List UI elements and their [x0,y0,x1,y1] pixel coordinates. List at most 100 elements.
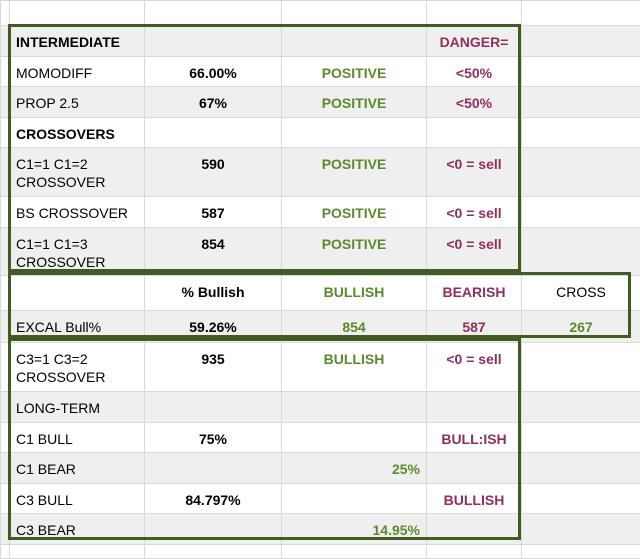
cell-bs-status[interactable]: POSITIVE [281,196,427,228]
cell-c3bear-label[interactable]: C3 BEAR [9,513,145,545]
cell[interactable] [521,543,640,559]
cell-prop25-label[interactable]: PROP 2.5 [9,86,145,118]
cell-c3bull-status[interactable]: BULLISH [426,482,522,515]
cell-longterm-label[interactable]: LONG-TERM [9,391,145,423]
cell-excal-cross[interactable]: 267 [521,309,640,344]
cell-c1bull-status[interactable]: BULL:ISH [426,421,522,454]
cell-c1c3-status[interactable]: POSITIVE [281,226,427,277]
cell[interactable] [144,543,282,559]
cell-crossovers-label[interactable]: CROSSOVERS [9,116,145,149]
cell[interactable] [144,391,282,423]
cell-excal-bull-header[interactable]: BULLISH [281,275,427,311]
cell[interactable] [144,452,282,484]
cell-c1c3-label[interactable]: C1=1 C1=3 CROSSOVER [9,226,145,277]
cell-c1c2-threshold[interactable]: <0 = sell [426,147,522,198]
cell[interactable] [0,86,10,118]
cell[interactable] [426,0,522,27]
cell[interactable] [0,342,10,393]
cell-excal-bear[interactable]: 587 [426,309,522,344]
cell[interactable] [0,147,10,198]
cell-excal-bull[interactable]: 854 [281,309,427,344]
cell[interactable] [0,452,10,484]
cell[interactable] [521,0,640,27]
cell-excal-label[interactable]: EXCAL Bull% [9,309,145,344]
cell[interactable] [9,543,145,559]
cell-c3c2-label[interactable]: C3=1 C3=2 CROSSOVER [9,342,145,393]
cell[interactable] [0,275,10,311]
cell[interactable] [521,147,640,198]
cell-c3c2-threshold[interactable]: <0 = sell [426,342,522,393]
cell-excal-cross-header[interactable]: CROSS [521,275,640,311]
cell[interactable] [521,55,640,88]
cell[interactable] [521,226,640,277]
cell[interactable] [0,421,10,454]
cell[interactable] [281,116,427,149]
cell[interactable] [281,482,427,515]
cell-momodiff-status[interactable]: POSITIVE [281,55,427,88]
cell[interactable] [0,309,10,344]
cell-c3bull-label[interactable]: C3 BULL [9,482,145,515]
cell-c3c2-status[interactable]: BULLISH [281,342,427,393]
cell[interactable] [521,116,640,149]
cell[interactable] [0,543,10,559]
cell[interactable] [426,391,522,423]
cell-prop25-value[interactable]: 67% [144,86,282,118]
cell-momodiff-label[interactable]: MOMODIFF [9,55,145,88]
cell[interactable] [144,513,282,545]
cell[interactable] [0,226,10,277]
cell-c1bear-pct[interactable]: 25% [281,452,427,484]
cell[interactable] [521,452,640,484]
cell[interactable] [281,0,427,27]
cell[interactable] [0,482,10,515]
cell-excal-bear-header[interactable]: BEARISH [426,275,522,311]
cell[interactable] [281,543,427,559]
cell[interactable] [521,391,640,423]
cell[interactable] [426,513,522,545]
cell-momodiff-threshold[interactable]: <50% [426,55,522,88]
cell-c1bull-value[interactable]: 75% [144,421,282,454]
cell-c1c3-threshold[interactable]: <0 = sell [426,226,522,277]
cell[interactable] [281,25,427,57]
cell-c1c3-value[interactable]: 854 [144,226,282,277]
cell-danger-label[interactable]: DANGER= [426,25,522,57]
cell[interactable] [0,116,10,149]
cell[interactable] [0,0,10,27]
cell[interactable] [281,391,427,423]
cell-prop25-threshold[interactable]: <50% [426,86,522,118]
cell-excal-pct-header[interactable]: % Bullish [144,275,282,311]
cell[interactable] [426,543,522,559]
cell-c1bear-label[interactable]: C1 BEAR [9,452,145,484]
cell[interactable] [144,116,282,149]
cell[interactable] [521,421,640,454]
cell-excal-pct[interactable]: 59.26% [144,309,282,344]
cell[interactable] [0,196,10,228]
cell[interactable] [521,482,640,515]
cell[interactable] [281,421,427,454]
cell[interactable] [521,25,640,57]
cell-c3bear-pct[interactable]: 14.95% [281,513,427,545]
cell-prop25-status[interactable]: POSITIVE [281,86,427,118]
cell-c3bull-value[interactable]: 84.797% [144,482,282,515]
cell[interactable] [0,513,10,545]
cell-bs-threshold[interactable]: <0 = sell [426,196,522,228]
cell[interactable] [144,25,282,57]
cell[interactable] [521,196,640,228]
cell[interactable] [521,342,640,393]
cell-bs-label[interactable]: BS CROSSOVER [9,196,145,228]
cell[interactable] [426,116,522,149]
cell[interactable] [9,0,145,27]
cell-c1c2-status[interactable]: POSITIVE [281,147,427,198]
cell[interactable] [0,25,10,57]
cell-momodiff-value[interactable]: 66.00% [144,55,282,88]
cell[interactable] [144,0,282,27]
cell[interactable] [426,452,522,484]
cell[interactable] [521,86,640,118]
cell-c1c2-label[interactable]: C1=1 C1=2 CROSSOVER [9,147,145,198]
cell-c1c2-value[interactable]: 590 [144,147,282,198]
cell[interactable] [9,275,145,311]
cell[interactable] [0,55,10,88]
cell-c1bull-label[interactable]: C1 BULL [9,421,145,454]
cell-c3c2-value[interactable]: 935 [144,342,282,393]
cell-intermediate-label[interactable]: INTERMEDIATE [9,25,145,57]
cell-bs-value[interactable]: 587 [144,196,282,228]
